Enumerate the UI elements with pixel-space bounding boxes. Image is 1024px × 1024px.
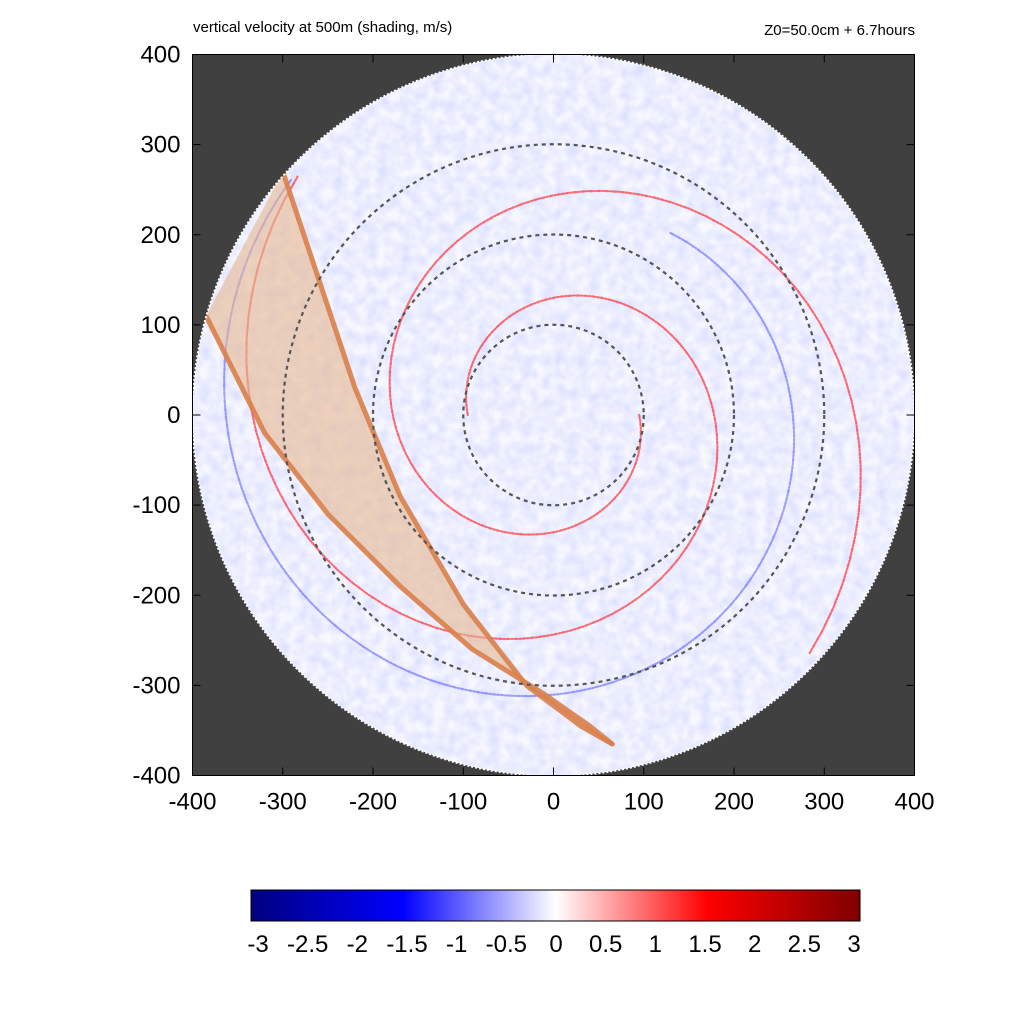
x-tick-label: 400 [894, 789, 934, 816]
colorbar [250, 889, 861, 922]
spiral-rainbands [223, 175, 862, 698]
domain-disc [192, 54, 915, 776]
range-ring-200 [371, 233, 736, 597]
colorbar-tick-label: 2 [748, 931, 761, 958]
colorbar-tick-label: 1 [649, 931, 662, 958]
y-tick-label: 200 [140, 222, 180, 249]
colorbar-tick-label: 1.5 [688, 931, 721, 958]
y-tick-label: 100 [140, 312, 180, 339]
spiral-band-3 [223, 179, 796, 698]
x-tick-label: -100 [439, 789, 487, 816]
colorbar-tick-label: -2 [347, 931, 368, 958]
run-info: Z0=50.0cm + 6.7hours [764, 22, 915, 39]
swath-edge-upper [280, 169, 615, 747]
x-tick-label: -400 [168, 789, 216, 816]
x-tick-label: -200 [349, 789, 397, 816]
y-tick-label: 0 [167, 402, 180, 429]
y-tick-label: 300 [140, 132, 180, 159]
range-rings [281, 143, 826, 687]
y-tick-label: -100 [132, 492, 180, 519]
chart-title: vertical velocity at 500m (shading, m/s) [193, 19, 453, 36]
colorbar-tick-label: -1 [446, 931, 467, 958]
y-tick-label: -400 [132, 763, 180, 790]
spiral-band-2 [245, 175, 719, 641]
x-tick-label: 0 [547, 789, 560, 816]
colorbar-tick-label: 3 [847, 931, 860, 958]
spiral-band-1 [388, 189, 862, 655]
damage-swath [203, 169, 615, 747]
range-ring-100 [462, 323, 645, 507]
colorbar-tick-label: -2.5 [287, 931, 328, 958]
y-tick-label: -300 [132, 672, 180, 699]
colorbar-tick-label: -0.5 [486, 931, 527, 958]
colorbar-tick-label: -1.5 [386, 931, 427, 958]
y-tick-label: -200 [132, 582, 180, 609]
x-tick-label: -300 [259, 789, 307, 816]
y-tick-label: 400 [140, 42, 180, 69]
colorbar-tick-label: 0 [549, 931, 562, 958]
colorbar-tick-label: -3 [247, 931, 268, 958]
range-ring-300 [281, 143, 826, 687]
swath-edge-lower [203, 313, 615, 747]
colorbar-tick-label: 0.5 [589, 931, 622, 958]
colorbar-tick-label: 2.5 [788, 931, 821, 958]
x-tick-label: 300 [804, 789, 844, 816]
swath-fill [206, 171, 613, 744]
x-tick-label: 200 [714, 789, 754, 816]
x-tick-label: 100 [624, 789, 664, 816]
colorbar-ticks: -3 -2.5 -2 -1.5 -1 -0.5 0 0.5 1 1.5 2 2.5 3 [247, 931, 860, 958]
axes: -400 -300 -200 -100 0 100 200 300 400 400 300 200 10… [132, 42, 934, 816]
